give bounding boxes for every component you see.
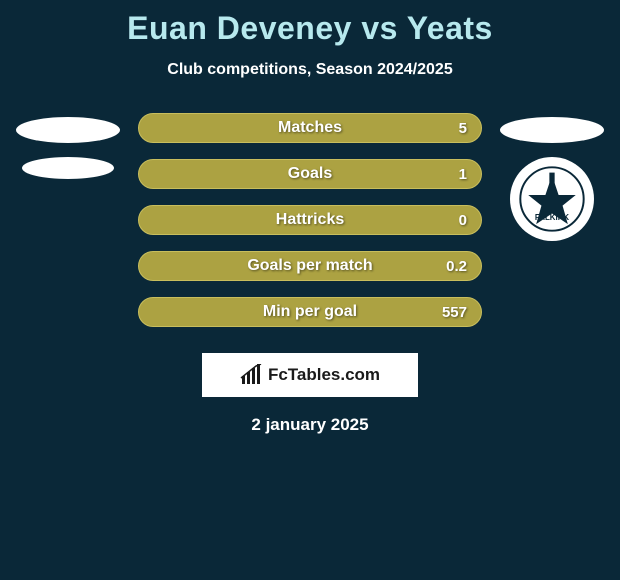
page-title: Euan Deveney vs Yeats — [0, 0, 620, 47]
stat-bar-matches: Matches 5 — [138, 113, 482, 143]
brand-label: FcTables.com — [268, 365, 380, 385]
stats-column: Matches 5 Goals 1 Hattricks 0 Goals per … — [138, 113, 482, 327]
stat-label: Goals — [288, 165, 332, 183]
subtitle: Club competitions, Season 2024/2025 — [0, 61, 620, 79]
brand-box[interactable]: FcTables.com — [202, 353, 418, 397]
stat-label: Min per goal — [263, 303, 357, 321]
stat-value-right: 5 — [459, 120, 467, 137]
stat-bar-hattricks: Hattricks 0 — [138, 205, 482, 235]
stat-bar-goals: Goals 1 — [138, 159, 482, 189]
stat-value-right: 557 — [442, 304, 467, 321]
svg-text:FALKIRK: FALKIRK — [535, 213, 570, 222]
date-text: 2 january 2025 — [0, 415, 620, 435]
stat-bar-goals-per-match: Goals per match 0.2 — [138, 251, 482, 281]
comparison-row: Matches 5 Goals 1 Hattricks 0 Goals per … — [0, 113, 620, 327]
club-crest-icon: FALKIRK — [519, 166, 585, 232]
right-club-logo: FALKIRK — [510, 157, 594, 241]
left-badge-1 — [16, 117, 120, 143]
bar-chart-icon — [240, 364, 264, 386]
stat-label: Hattricks — [276, 211, 344, 229]
stat-bar-min-per-goal: Min per goal 557 — [138, 297, 482, 327]
stat-value-right: 0 — [459, 212, 467, 229]
stat-value-right: 1 — [459, 166, 467, 183]
stat-value-right: 0.2 — [446, 258, 467, 275]
stat-label: Goals per match — [247, 257, 372, 275]
player-right-badges: FALKIRK — [496, 113, 608, 241]
left-badge-2 — [22, 157, 114, 179]
player-left-badges — [12, 113, 124, 179]
right-badge-1 — [500, 117, 604, 143]
stat-label: Matches — [278, 119, 342, 137]
